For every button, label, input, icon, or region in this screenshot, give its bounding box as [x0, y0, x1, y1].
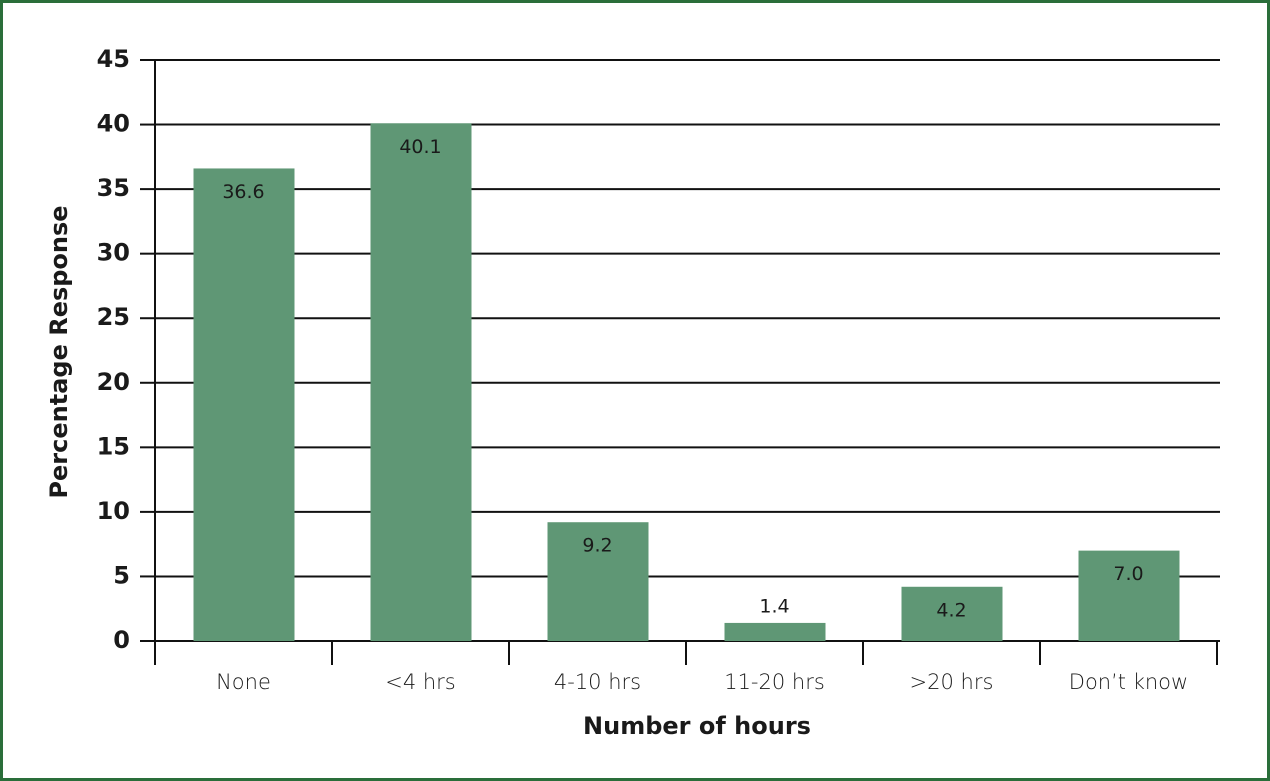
- bar: [370, 123, 472, 641]
- x-axis-title: Number of hours: [583, 712, 811, 740]
- bar: [1078, 550, 1180, 641]
- x-tick-label: 4-10 hrs: [554, 670, 641, 694]
- x-tick-label: <4 hrs: [385, 670, 456, 694]
- x-tick-label: 11-20 hrs: [724, 670, 825, 694]
- bar: [547, 522, 649, 641]
- value-label: 9.2: [582, 535, 612, 557]
- value-label: 36.6: [222, 181, 264, 203]
- bar: [193, 168, 295, 641]
- y-tick-label: 20: [97, 368, 130, 396]
- y-tick-label: 40: [97, 110, 130, 138]
- value-label: 4.2: [936, 599, 966, 621]
- y-tick-label: 15: [97, 432, 130, 460]
- value-label: 1.4: [759, 595, 789, 617]
- y-tick-label: 10: [97, 497, 130, 525]
- bar: [901, 586, 1003, 641]
- value-label: 40.1: [399, 136, 441, 158]
- value-label: 7.0: [1113, 563, 1143, 585]
- x-tick-label: Don’t know: [1069, 670, 1188, 694]
- x-tick-label: >20 hrs: [910, 670, 994, 694]
- y-tick-label: 45: [97, 45, 130, 73]
- y-tick-label: 35: [97, 174, 130, 202]
- y-tick-label: 25: [97, 303, 130, 331]
- bar: [724, 622, 826, 641]
- y-tick-label: 30: [97, 239, 130, 267]
- y-tick-label: 0: [113, 626, 130, 654]
- x-tick-label: None: [216, 670, 271, 694]
- y-tick-label: 5: [113, 561, 130, 589]
- y-axis-title: Percentage Response: [45, 205, 73, 498]
